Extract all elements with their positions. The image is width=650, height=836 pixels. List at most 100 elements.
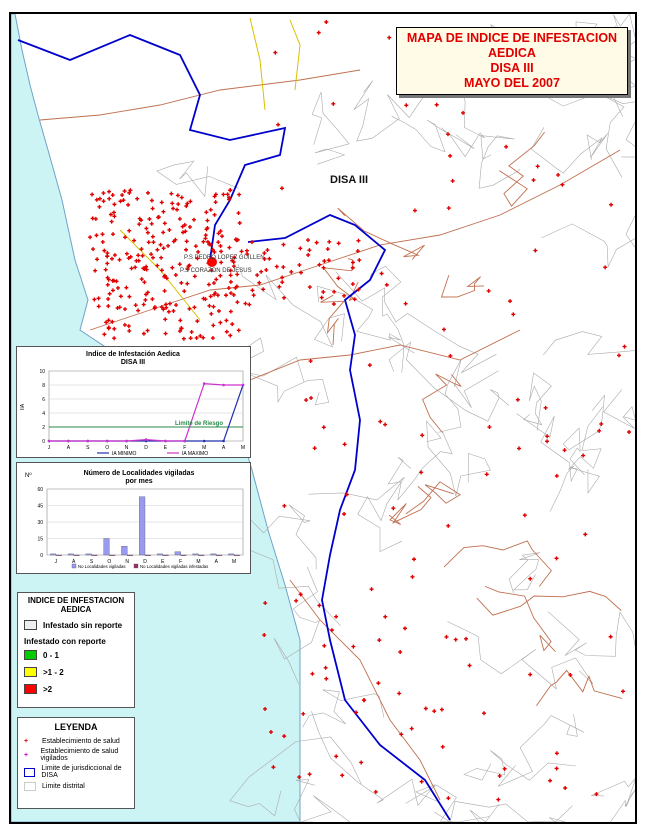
chart2-bar	[139, 496, 146, 556]
leyenda-label-salud: Establecimiento de salud	[42, 738, 120, 745]
chart-infestacion-panel: Indice de Infestación Aedica DISA III II…	[16, 346, 251, 458]
chart2-bar	[162, 554, 169, 556]
class-swatch	[24, 667, 37, 677]
yellow-roads	[119, 17, 301, 321]
chart1-ytick: 4	[42, 411, 45, 417]
chart1-ytick: 10	[39, 369, 45, 375]
road-network	[39, 69, 623, 801]
chart2-bar	[91, 554, 98, 556]
chart1-point	[125, 439, 128, 443]
chart1-ytick: 6	[42, 397, 45, 403]
chart2-legend-entry: No Localidades vigiladas infestadas	[140, 564, 208, 569]
chart2-bar	[73, 554, 80, 556]
chart1-legend-entry: IA MAXIMO	[182, 451, 208, 457]
chart2-bar	[210, 553, 217, 556]
chart2-xtick: A	[215, 559, 219, 565]
chart2-bar	[180, 554, 187, 556]
legend1-class-row: >2	[24, 684, 134, 694]
legend1-classes: 0 - 1 >1 - 2 >2	[18, 650, 134, 694]
chart1-subtitle: DISA III	[121, 359, 145, 366]
chart1-xtick: A	[222, 445, 226, 451]
no-report-swatch	[24, 620, 37, 630]
chart1-threshold-label: Limite de Riesgo	[175, 421, 223, 427]
chart1-point	[202, 382, 206, 385]
chart2-bar	[127, 554, 134, 556]
leyenda-label-boundary: Limite de jurisdiccional de DISA	[41, 765, 122, 779]
no-report-label: Infestado sin reporte	[43, 620, 123, 630]
chart2-xtick: N	[125, 559, 129, 565]
chart2-bar	[198, 554, 205, 556]
chart2-xtick: A	[72, 559, 76, 565]
title-line3: DISA III	[490, 61, 534, 75]
chart1-point	[202, 439, 206, 443]
chart1-point	[86, 439, 90, 443]
legend1-class-row: >1 - 2	[24, 667, 134, 677]
boundary-swatch	[24, 767, 36, 777]
chart2-bar	[156, 553, 163, 556]
place-label-corazon-jesus: P.S CORAZON DE JESUS	[180, 268, 252, 274]
title-line4: MAYO DEL 2007	[464, 76, 560, 90]
chart1-point	[164, 439, 167, 443]
chart2-ytick: 0	[40, 553, 43, 559]
chart2-ytick: 15	[37, 537, 43, 543]
chart2-ytick: 45	[37, 504, 43, 510]
chart1-legend-entry: IA MINIMO	[112, 451, 137, 457]
legend1-title1: INDICE DE INFESTACION	[27, 596, 125, 605]
chart2-xtick: F	[179, 559, 182, 565]
chart2-bar	[233, 554, 240, 556]
chart1-point	[183, 439, 187, 443]
leyenda-title: LEYENDA	[54, 722, 98, 732]
chart1-ylabel: IIA	[20, 403, 26, 410]
chart1-point	[241, 383, 245, 387]
chart2-xtick: J	[55, 559, 58, 565]
chart1-xtick: M	[202, 445, 206, 451]
class-label: 0 - 1	[43, 650, 60, 660]
chart2-xtick: M	[196, 559, 200, 565]
chart1-point	[222, 439, 225, 443]
leyenda-label-distrital: Limite distrital	[42, 783, 85, 790]
chart1-xtick: A	[67, 445, 71, 451]
chart1-title: Indice de Infestación Aedica	[86, 351, 180, 358]
disa-label: DISA III	[330, 174, 369, 186]
health-facility-markers	[88, 19, 632, 802]
chart1-ytick: 0	[42, 439, 45, 445]
leyenda-item-disa-boundary: Limite de jurisdiccional de DISA	[24, 765, 134, 779]
chart2-bar	[103, 538, 110, 556]
health-facility-icon: +	[24, 738, 29, 745]
chart1-xtick: E	[164, 445, 168, 451]
chart2-ytick: 60	[37, 487, 43, 493]
chart2-ytick: 30	[37, 520, 43, 526]
chart1-xtick: M	[241, 445, 245, 451]
legend1-no-report-row: Infestado sin reporte	[24, 620, 134, 630]
chart2-xtick: D	[143, 559, 147, 565]
chart-localidades: Nº Número de Localidades vigiladas por m…	[25, 470, 244, 569]
chart1-xtick: J	[48, 445, 51, 451]
class-swatch	[24, 684, 37, 694]
chart1-point	[67, 439, 70, 443]
chart2-xtick: S	[90, 559, 94, 565]
chart1-xtick: D	[144, 445, 148, 451]
title-line1: MAPA DE INDICE DE INFESTACION	[406, 31, 618, 45]
chart1-series-line	[49, 382, 243, 442]
leyenda-panel: LEYENDA + Establecimiento de salud + Est…	[17, 717, 135, 809]
infested-point	[207, 257, 217, 267]
leyenda-label-vigilado: Establecimiento de salud vigilados	[40, 748, 119, 762]
chart2-bar	[50, 553, 57, 556]
chart-localidades-panel: Nº Número de Localidades vigiladas por m…	[16, 462, 251, 574]
chart2-bar	[216, 554, 223, 556]
chart2-bar	[228, 553, 235, 556]
legend-infestacion: INDICE DE INFESTACION AEDICA Infestado s…	[17, 592, 135, 708]
chart1-point	[47, 439, 51, 443]
chart-infestacion: Indice de Infestación Aedica DISA III II…	[20, 351, 245, 457]
chart2-legend-entry: No Localidades vigiladas	[78, 564, 126, 569]
class-swatch	[24, 650, 37, 660]
with-report-label: Infestado con reporte	[24, 637, 106, 646]
chart2-bar	[121, 546, 128, 556]
chart2-subtitle: por mes	[125, 478, 152, 485]
class-label: >2	[43, 684, 53, 694]
chart1-point	[222, 383, 225, 387]
chart1-xtick: N	[125, 445, 129, 451]
chart1-ytick: 8	[42, 383, 45, 389]
vigilado-facility-icon: +	[24, 751, 29, 759]
legend1-title2: AEDICA	[60, 605, 92, 614]
